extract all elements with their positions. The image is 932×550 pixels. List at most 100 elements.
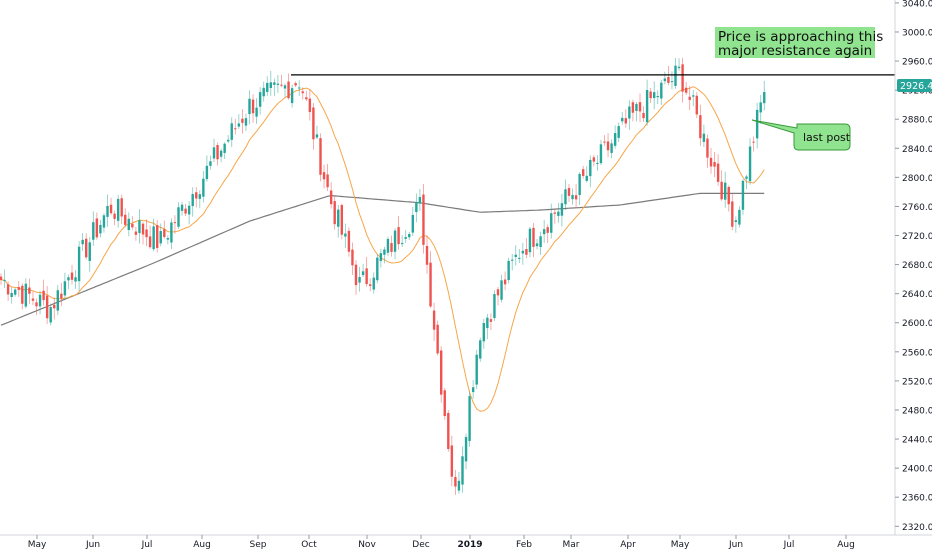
resistance-annotation[interactable]: Price is approaching this major resistan… <box>715 27 883 59</box>
candle-body <box>741 180 745 210</box>
time-tick-label: Dec <box>412 540 429 550</box>
candle-body <box>379 253 383 262</box>
candle-body <box>195 192 198 199</box>
candle-body <box>507 260 510 281</box>
candle-body <box>514 254 517 257</box>
candle-body <box>560 203 564 216</box>
last-post-callout[interactable]: last post <box>751 119 851 151</box>
time-tick-label: Mar <box>563 540 580 550</box>
candle-body <box>599 144 603 164</box>
candle-body <box>546 227 549 233</box>
candle-body <box>347 230 351 252</box>
candle-body <box>251 99 255 114</box>
candle-body <box>17 287 20 290</box>
candle-body <box>734 220 738 223</box>
price-tick-label: 2760.00 <box>902 203 932 213</box>
price-tick-label: 3040.00 <box>902 0 932 9</box>
candle-body <box>170 222 173 243</box>
time-tick-label: Nov <box>358 540 376 550</box>
candle-body <box>709 157 713 167</box>
candle-body <box>518 257 521 259</box>
time-tick-label: Jul <box>141 540 153 550</box>
candle-body <box>617 126 620 138</box>
candle-body <box>120 198 123 217</box>
candle-body <box>411 215 414 233</box>
candle-body <box>266 82 269 92</box>
time-axis[interactable]: May Jun Jul Aug Sep Oct Nov Dec 2019 Feb Mar Apr May… <box>28 535 855 550</box>
candle-body <box>294 83 297 86</box>
candle-body <box>425 245 429 265</box>
price-tick-label: 2560.00 <box>902 348 932 358</box>
candle-body <box>67 277 70 281</box>
candle-body <box>227 139 230 142</box>
candle-body <box>496 289 500 296</box>
annotation-line-1: Price is approaching this <box>718 29 883 45</box>
time-tick-label: May <box>28 540 47 550</box>
candle-body <box>152 226 155 250</box>
candle-body <box>400 243 404 245</box>
candle-body <box>191 193 194 207</box>
candle-body <box>663 78 667 82</box>
candle-body <box>116 198 120 221</box>
time-tick-label: Feb <box>516 540 532 550</box>
moving-averages <box>0 86 765 412</box>
candle-body <box>305 97 308 100</box>
candle-body <box>479 340 482 359</box>
candle-body <box>88 242 91 261</box>
candle-body <box>500 280 503 300</box>
candle-body <box>35 302 38 307</box>
candle-body <box>202 178 205 197</box>
candle-body <box>606 141 610 151</box>
candle-body <box>308 98 312 113</box>
candle-body <box>148 236 152 248</box>
price-tick-label: 2720.00 <box>902 232 932 242</box>
candle-body <box>390 243 393 252</box>
candle-body <box>695 95 698 115</box>
candle-body <box>553 212 556 214</box>
time-tick-label: Jul <box>783 540 795 550</box>
candle-body <box>699 115 702 139</box>
candle-body <box>219 150 223 157</box>
candle-body <box>542 229 546 235</box>
candle-body <box>532 227 535 247</box>
price-tick-label: 2640.00 <box>902 290 932 300</box>
time-tick-label: Jun <box>85 540 100 550</box>
candle-body <box>248 98 251 115</box>
price-tick-label: 2800.00 <box>902 174 932 184</box>
candle-body <box>667 77 670 83</box>
price-tick-label: 2680.00 <box>902 261 932 271</box>
price-tick-label: 3000.00 <box>902 28 932 38</box>
candle-body <box>77 246 81 282</box>
candle-body <box>351 249 354 266</box>
candle-body <box>557 211 560 216</box>
moving-average-short-line <box>1 86 765 412</box>
candle-body <box>337 209 340 227</box>
candle-body <box>283 85 287 89</box>
candle-body <box>624 118 627 124</box>
candle-body <box>63 281 67 296</box>
candle-body <box>404 237 407 239</box>
candle-body <box>738 209 741 225</box>
candle-body <box>635 104 638 111</box>
candle-body <box>440 350 443 395</box>
candle-body <box>187 205 191 215</box>
time-tick-label: Sep <box>250 540 267 550</box>
candle-body <box>418 197 422 204</box>
candle-body <box>85 238 88 258</box>
candle-body <box>422 194 425 245</box>
candle-body <box>315 134 319 138</box>
candle-body <box>613 133 617 146</box>
candle-body <box>31 298 35 301</box>
candle-body <box>333 201 336 225</box>
candle-body <box>383 249 386 255</box>
candle-body <box>393 230 397 252</box>
candle-body <box>621 117 624 122</box>
candle-body <box>113 213 116 219</box>
candle-body <box>610 143 613 153</box>
candle-body <box>269 82 272 89</box>
candle-body <box>408 233 411 238</box>
candle-body <box>6 284 10 295</box>
last-price-badge: 2926.46 <box>897 78 932 92</box>
price-tick-label: 2480.00 <box>902 406 932 416</box>
